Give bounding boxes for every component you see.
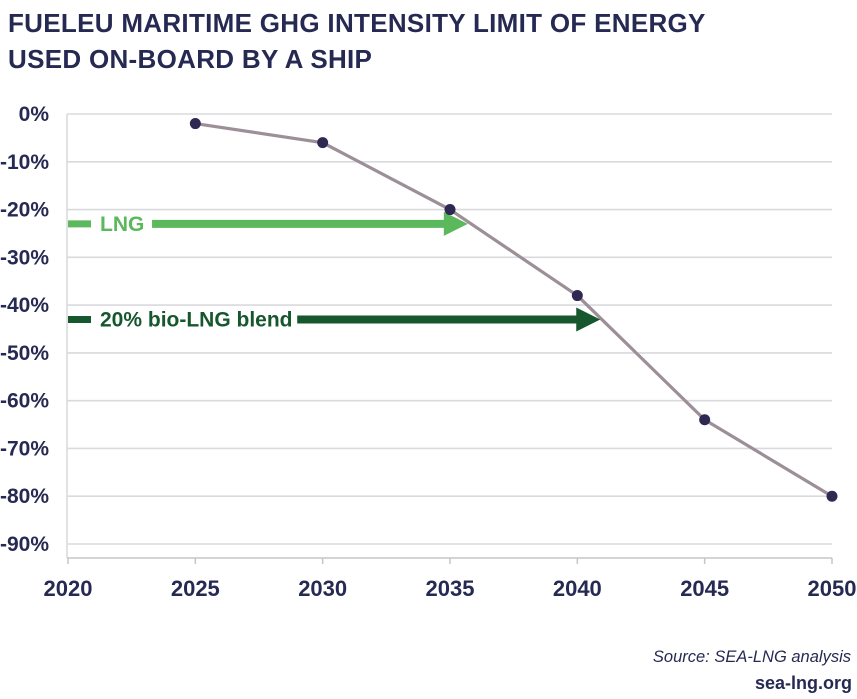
y-axis-tick-label: -80% <box>0 485 49 508</box>
y-axis-tick-label: -40% <box>0 294 49 317</box>
y-axis-tick-label: -30% <box>0 246 49 269</box>
y-axis-tick-label: -10% <box>0 151 49 174</box>
data-point-2035 <box>444 204 456 216</box>
y-axis-tick-label: -70% <box>0 437 49 460</box>
x-axis-tick-label: 2045 <box>680 576 729 601</box>
data-point-2050 <box>826 490 838 502</box>
website-url: sea-lng.org <box>754 673 852 693</box>
lng-arrow-head <box>443 211 468 236</box>
data-point-2040 <box>571 290 583 302</box>
y-axis-tick-label: -90% <box>0 533 49 556</box>
source-attribution: Source: SEA-LNG analysis <box>652 648 851 666</box>
y-axis-tick-label: -60% <box>0 390 49 413</box>
x-axis-tick-label: 2050 <box>808 576 857 601</box>
y-axis-tick-label: -20% <box>0 199 49 222</box>
y-axis-tick-label: -50% <box>0 342 49 365</box>
x-axis-tick-label: 2030 <box>298 576 347 601</box>
x-axis-tick-label: 2025 <box>171 576 220 601</box>
data-point-2030 <box>317 137 329 149</box>
x-axis-tick-label: 2040 <box>553 576 602 601</box>
x-axis-tick-label: 2035 <box>426 576 475 601</box>
y-axis-tick-label: 0% <box>19 103 50 126</box>
page-title: FUELEU MARITIME GHG INTENSITY LIMIT OF E… <box>8 5 808 77</box>
data-point-2025 <box>189 118 201 130</box>
data-point-2045 <box>699 414 711 426</box>
lng-label: LNG <box>100 213 144 236</box>
title-line-2: USED ON-BOARD BY A SHIP <box>8 44 373 74</box>
x-axis-tick-label: 2020 <box>44 576 93 601</box>
ghg-limit-line <box>195 121 833 498</box>
bio-lng-blend-arrow-head <box>576 307 601 332</box>
title-line-1: FUELEU MARITIME GHG INTENSITY LIMIT OF E… <box>8 8 706 38</box>
bio-lng-blend-label: 20% bio-LNG blend <box>100 308 293 331</box>
